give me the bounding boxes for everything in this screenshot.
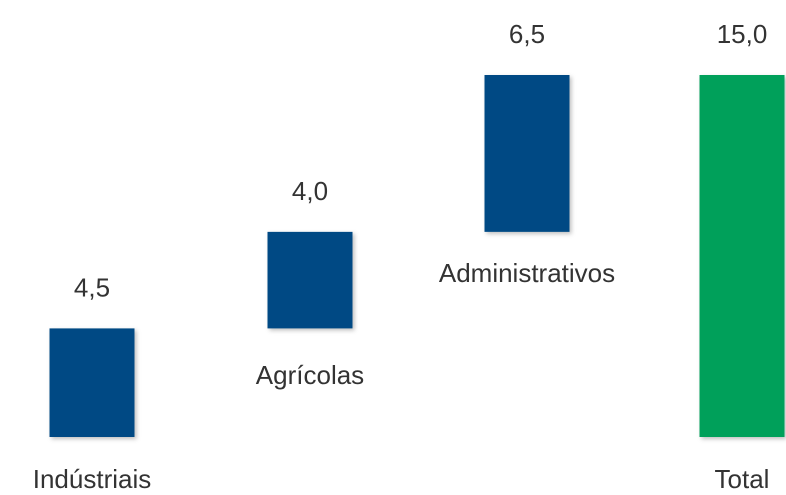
bar-0 (49, 328, 135, 437)
labels-layer: 4,5 Indústriais 4,0 Agrícolas 6,5 Administrat… (33, 19, 770, 494)
bar-3 (699, 75, 785, 437)
category-label-3: Total (715, 464, 770, 494)
value-label-2: 6,5 (509, 19, 545, 49)
value-label-3: 15,0 (717, 19, 768, 49)
bar-1 (267, 231, 353, 329)
value-label-1: 4,0 (292, 176, 328, 206)
category-label-2: Administrativos (439, 258, 615, 288)
value-label-0: 4,5 (74, 272, 110, 302)
bar-2 (484, 75, 570, 232)
category-label-1: Agrícolas (256, 360, 364, 390)
bars-layer (49, 75, 785, 437)
category-label-0: Indústriais (33, 464, 152, 494)
